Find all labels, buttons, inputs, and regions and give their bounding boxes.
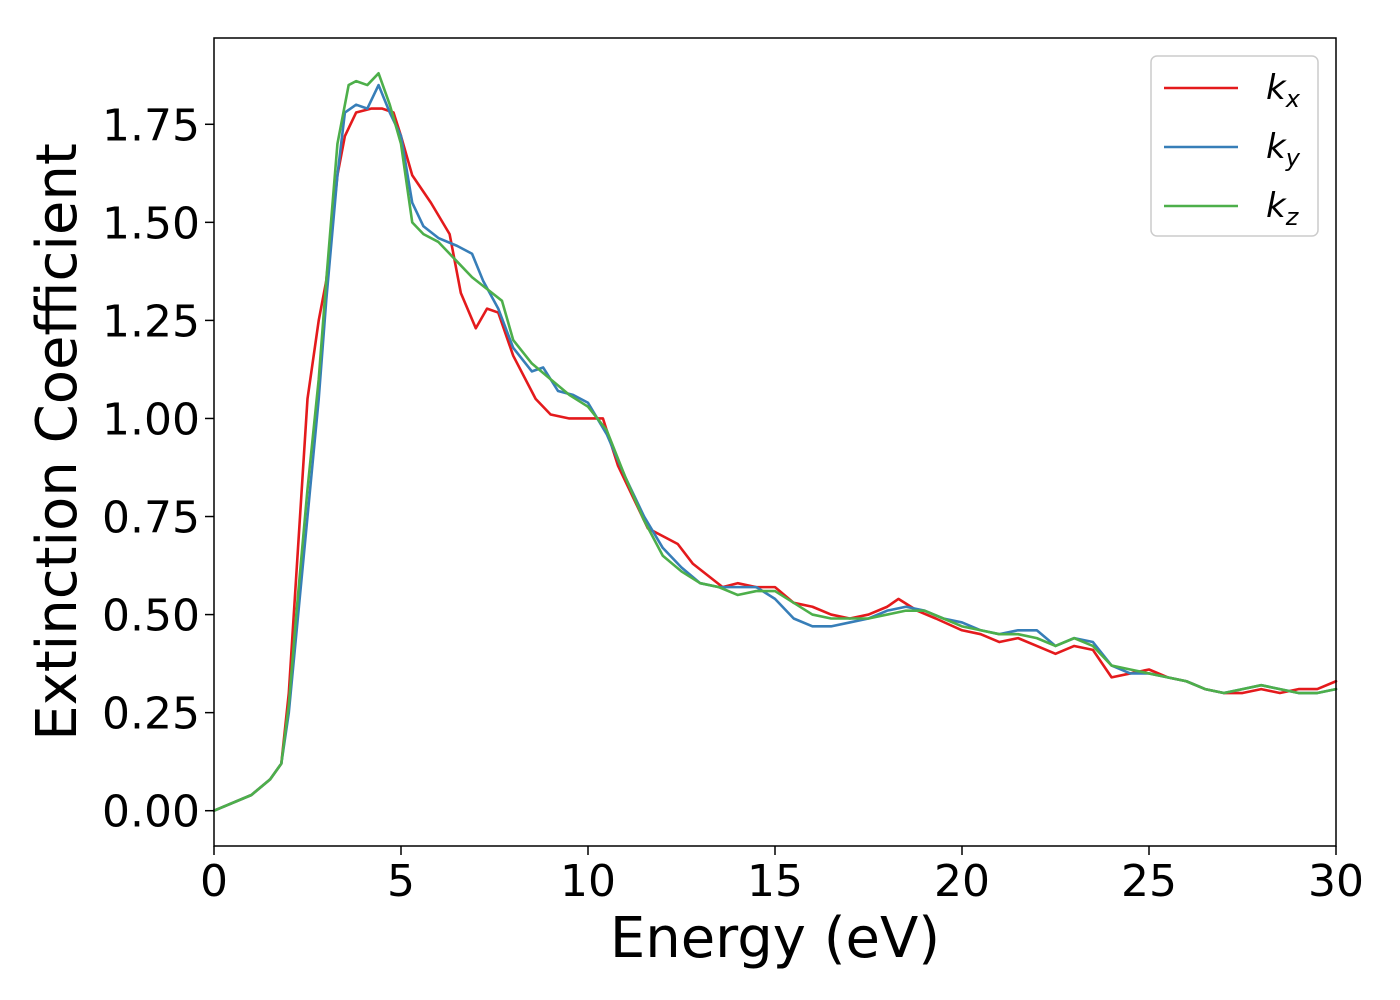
series-line-x [212,107,1338,812]
y-axis: 0.00 0.25 0.50 0.75 1.00 1.25 1.50 1.75 [102,100,214,838]
y-tick-label: 0.75 [102,493,200,544]
x-tick-label: 5 [387,856,415,907]
legend-label-subscript: y [1285,144,1301,172]
y-tick-label: 0.00 [102,787,200,838]
x-axis-title: Energy (eV) [610,906,940,971]
y-tick-label: 1.00 [102,394,200,445]
x-tick-label: 0 [200,856,228,907]
x-axis: 0 5 10 15 20 25 30 [200,846,1364,907]
y-tick-label: 0.50 [102,591,200,642]
legend-label-subscript: x [1285,85,1301,113]
y-tick-label: 1.50 [102,198,200,249]
y-tick-label: 1.25 [102,296,200,347]
series-lines [212,72,1338,812]
x-tick-label: 30 [1308,856,1364,907]
legend-label-base: k [1266,68,1287,108]
y-axis-title: Extinction Coefficient [25,143,90,741]
legend-label-y: ky [1266,127,1301,172]
x-tick-label: 20 [934,856,990,907]
y-tick-label: 1.75 [102,100,200,151]
x-tick-label: 25 [1121,856,1177,907]
legend-label-base: k [1266,186,1287,226]
series-line-z [212,72,1338,812]
x-tick-label: 15 [747,856,803,907]
legend-label-z: kz [1266,186,1300,231]
y-tick-label: 0.25 [102,689,200,740]
legend-label-x: kx [1266,68,1301,113]
legend-label-subscript: z [1285,203,1300,231]
x-tick-label: 10 [560,856,616,907]
legend-label-base: k [1266,127,1287,167]
